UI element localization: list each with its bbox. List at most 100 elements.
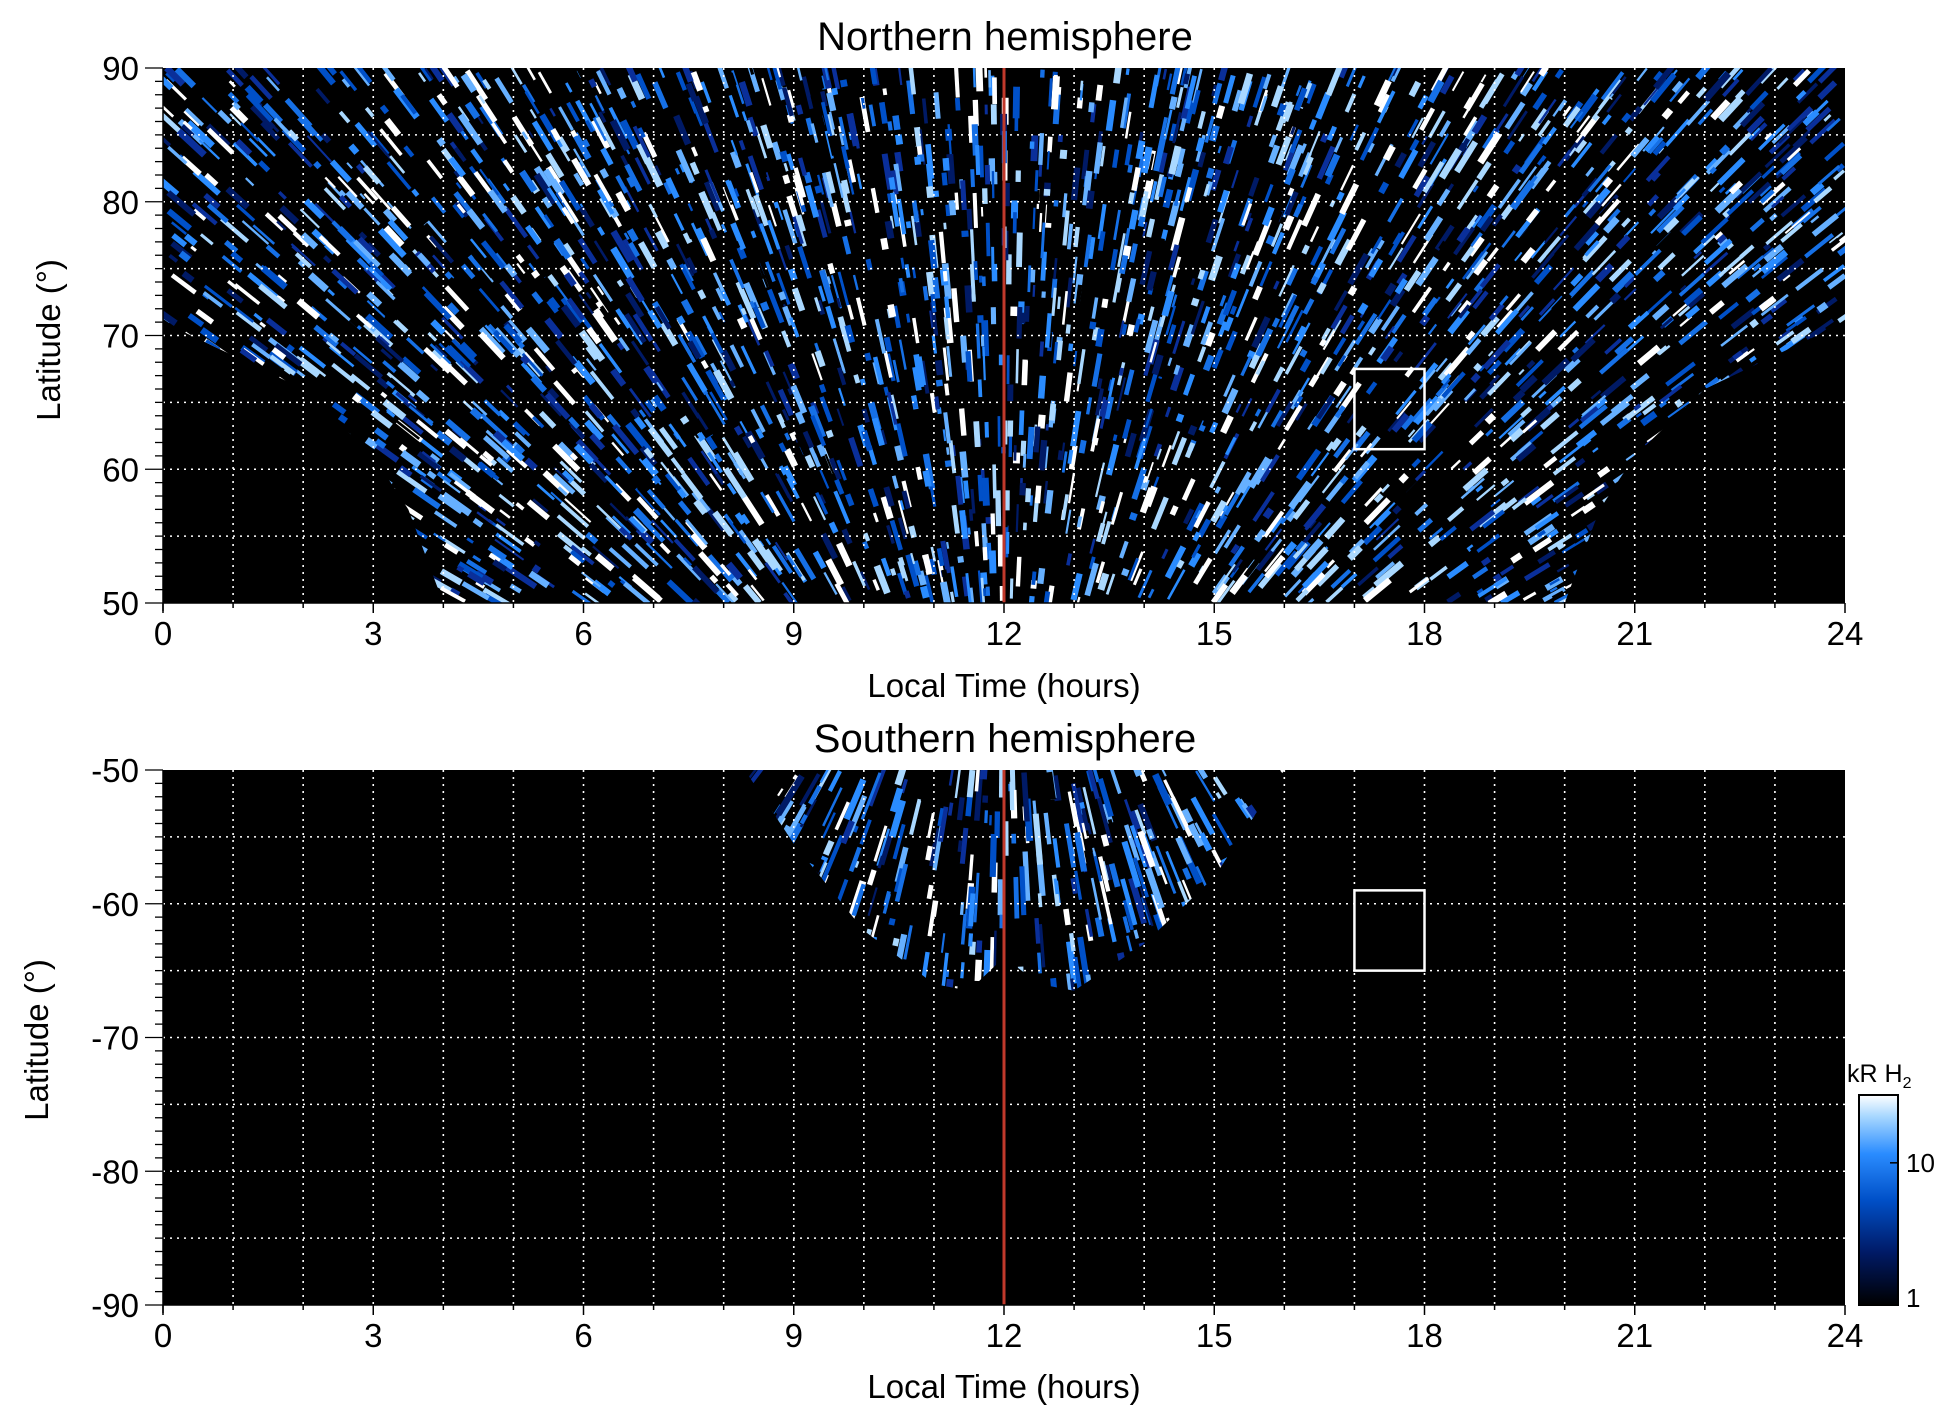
emission-stroke: [556, 139, 563, 148]
emission-stroke: [1564, 203, 1577, 218]
emission-stroke: [260, 120, 281, 142]
emission-stroke: [585, 119, 595, 133]
emission-stroke: [502, 182, 511, 192]
emission-stroke: [1460, 245, 1475, 263]
emission-stroke: [544, 392, 571, 420]
emission-stroke: [778, 291, 787, 301]
emission-stroke: [1795, 90, 1807, 101]
emission-stroke: [1097, 511, 1108, 542]
emission-stroke: [1718, 301, 1740, 320]
emission-stroke: [1133, 437, 1147, 470]
emission-stroke: [506, 448, 528, 469]
emission-stroke: [611, 441, 625, 457]
emission-stroke: [356, 257, 371, 272]
emission-stroke: [384, 117, 402, 137]
emission-stroke: [1380, 305, 1400, 332]
emission-stroke: [891, 475, 899, 489]
emission-stroke: [1532, 536, 1553, 553]
emission-stroke: [403, 145, 415, 158]
emission-stroke: [372, 440, 400, 463]
emission-stroke: [598, 342, 623, 374]
emission-stroke: [500, 305, 514, 320]
emission-stroke: [1191, 543, 1202, 559]
emission-stroke: [395, 391, 411, 406]
emission-stroke: [1747, 181, 1771, 204]
emission-stroke: [1811, 213, 1839, 237]
emission-stroke: [853, 374, 861, 384]
emission-stroke: [1636, 68, 1648, 82]
emission-stroke: [831, 87, 839, 96]
emission-stroke: [419, 437, 444, 458]
emission-stroke: [190, 245, 197, 252]
emission-stroke: [883, 336, 893, 353]
emission-stroke: [1776, 77, 1789, 90]
emission-stroke: [1344, 93, 1357, 113]
emission-stroke: [941, 569, 949, 583]
emission-stroke: [461, 581, 490, 601]
emission-stroke: [808, 785, 822, 805]
emission-stroke: [827, 770, 842, 792]
emission-stroke: [1379, 246, 1390, 258]
emission-stroke: [878, 189, 884, 200]
emission-stroke: [1428, 110, 1446, 139]
emission-stroke: [1429, 133, 1450, 165]
emission-stroke: [893, 163, 903, 192]
emission-stroke: [1538, 295, 1563, 322]
emission-stroke: [1465, 250, 1489, 280]
emission-stroke: [1231, 169, 1239, 189]
emission-stroke: [252, 224, 276, 245]
emission-stroke: [1769, 297, 1788, 314]
emission-stroke: [1123, 824, 1140, 862]
emission-stroke: [1518, 305, 1531, 318]
emission-stroke: [266, 76, 280, 92]
emission-stroke: [741, 111, 748, 122]
emission-stroke: [1608, 258, 1632, 283]
emission-stroke: [1763, 243, 1784, 263]
emission-stroke: [1563, 356, 1581, 374]
emission-stroke: [766, 776, 796, 817]
emission-stroke: [830, 68, 841, 90]
emission-stroke: [828, 521, 839, 534]
emission-stroke: [1238, 477, 1252, 494]
emission-stroke: [1009, 781, 1015, 811]
emission-stroke: [894, 445, 904, 462]
emission-stroke: [898, 277, 905, 293]
emission-stroke: [600, 147, 614, 166]
emission-stroke: [1597, 98, 1615, 119]
y-tick-label: -80: [91, 1153, 139, 1190]
emission-stroke: [942, 270, 948, 282]
emission-stroke: [478, 326, 506, 355]
emission-stroke: [1223, 524, 1241, 549]
emission-stroke: [1695, 86, 1708, 99]
emission-stroke: [1805, 106, 1832, 132]
emission-stroke: [1204, 331, 1216, 347]
emission-stroke: [1132, 568, 1143, 586]
emission-stroke: [1471, 114, 1488, 135]
emission-stroke: [500, 389, 519, 408]
emission-stroke: [1504, 101, 1526, 130]
emission-stroke: [1081, 149, 1090, 180]
emission-stroke: [745, 558, 758, 573]
emission-stroke: [359, 192, 366, 200]
emission-stroke: [1488, 303, 1505, 321]
panel-south-title: Southern hemisphere: [814, 717, 1196, 761]
emission-stroke: [1544, 234, 1570, 263]
emission-stroke: [761, 77, 772, 106]
emission-stroke: [1389, 287, 1406, 308]
emission-stroke: [1600, 71, 1625, 101]
emission-stroke: [433, 510, 458, 528]
emission-stroke: [843, 219, 852, 227]
emission-stroke: [1629, 373, 1650, 391]
emission-stroke: [1061, 494, 1069, 520]
emission-stroke: [1505, 293, 1522, 311]
emission-stroke: [1552, 456, 1577, 476]
emission-stroke: [1515, 443, 1537, 463]
emission-stroke: [1512, 68, 1537, 97]
emission-stroke: [892, 305, 901, 329]
emission-stroke: [1652, 140, 1667, 156]
emission-stroke: [833, 162, 844, 198]
emission-stroke: [482, 587, 513, 603]
emission-stroke: [1333, 136, 1344, 153]
emission-stroke: [945, 447, 950, 455]
emission-stroke: [715, 588, 731, 603]
